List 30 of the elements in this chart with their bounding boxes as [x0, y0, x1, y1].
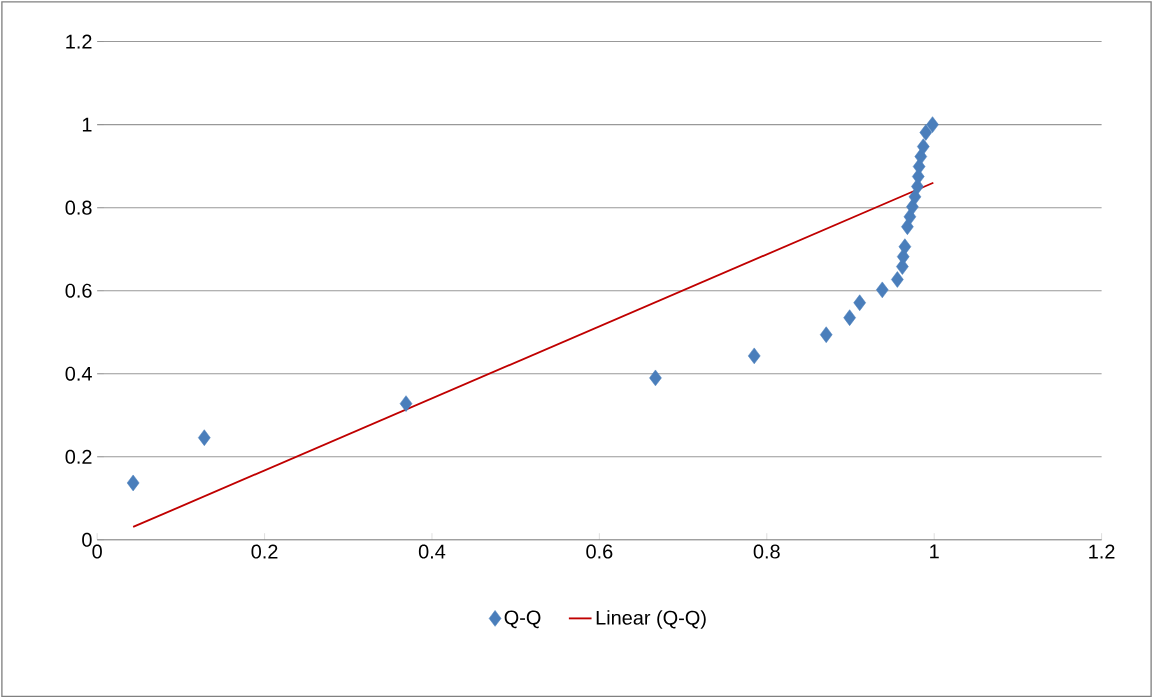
x-tick-label: 0 [92, 544, 102, 559]
legend-label: Linear (Q-Q) [596, 610, 706, 629]
point [747, 347, 761, 365]
point [919, 124, 933, 141]
point [843, 309, 856, 326]
legend-label: Q-Q [504, 610, 541, 629]
point [876, 281, 889, 298]
point [126, 474, 140, 492]
x-tick-label: 0.8 [753, 544, 780, 559]
point [399, 395, 413, 412]
point [853, 294, 866, 311]
x-tick-label: 0.2 [251, 544, 278, 559]
point [649, 369, 662, 387]
y-tick-label: 0.2 [65, 449, 92, 464]
point [917, 138, 930, 155]
y-tick-label: 0.8 [65, 200, 92, 215]
y-tick-label: 0.4 [65, 366, 92, 381]
point [198, 429, 211, 446]
y-tick-label: 1 [82, 117, 92, 132]
y-tick-label: 0.6 [65, 283, 92, 298]
point [926, 116, 939, 133]
x-tick-label: 0.6 [586, 544, 613, 559]
x-tick-label: 1 [930, 544, 939, 559]
point [898, 238, 912, 255]
x-tick-label: 0.4 [418, 544, 446, 559]
y-tick-label: 1.2 [66, 34, 92, 49]
point [819, 326, 833, 343]
x-tick-label: 1.2 [1089, 544, 1115, 559]
point [891, 271, 904, 288]
y-tick-label: 0 [82, 532, 92, 547]
